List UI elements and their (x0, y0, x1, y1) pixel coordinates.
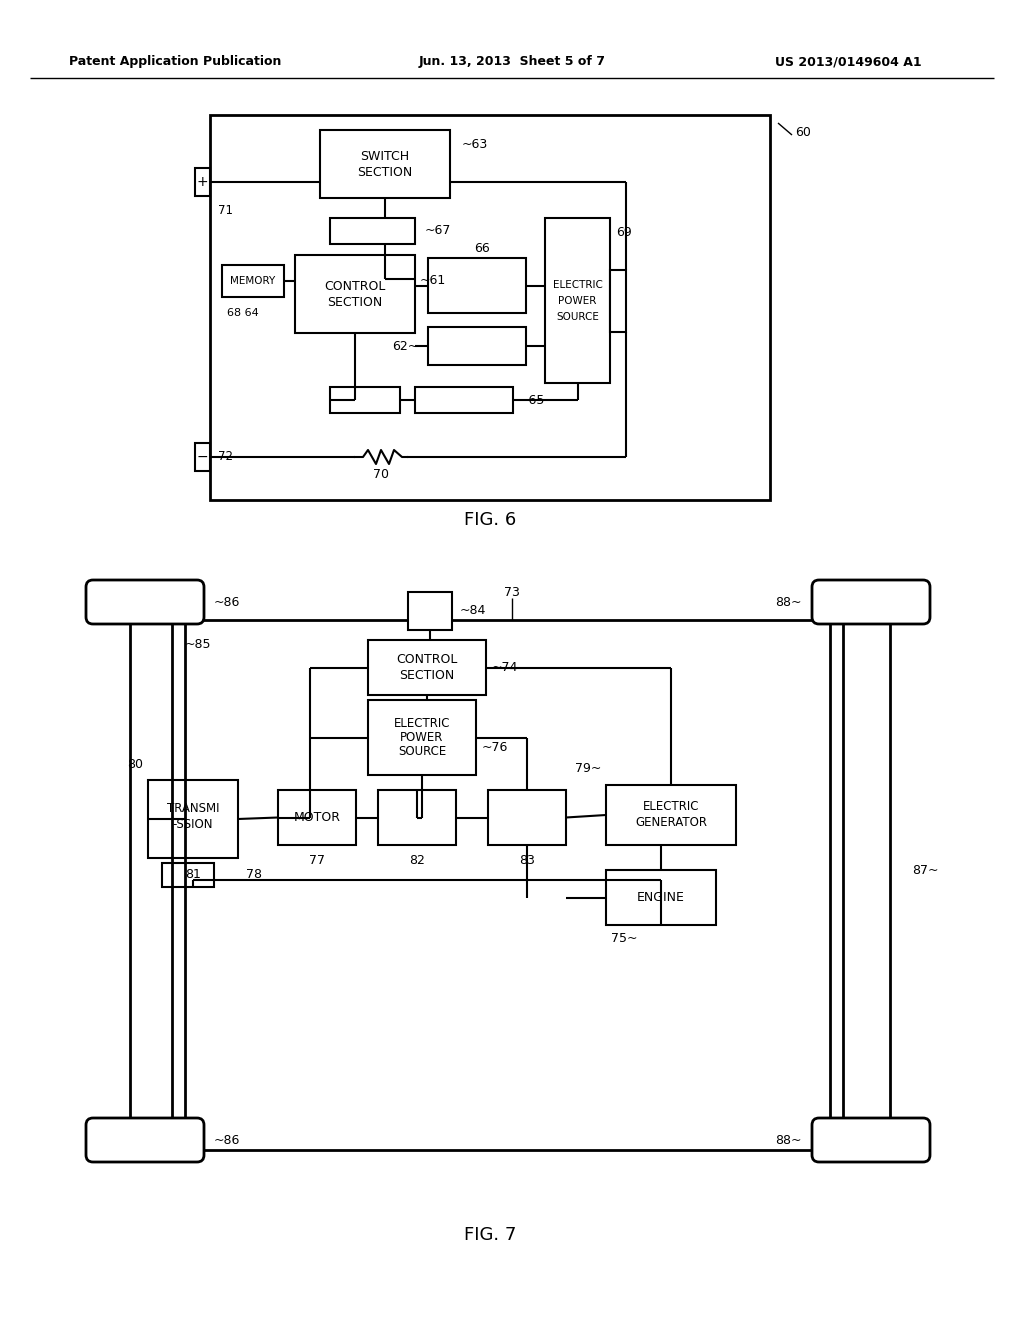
Text: 73: 73 (504, 586, 520, 598)
Text: 83: 83 (519, 854, 535, 866)
Text: ~67: ~67 (425, 224, 452, 238)
Text: -SSION: -SSION (173, 818, 213, 832)
Text: ELECTRIC: ELECTRIC (394, 717, 451, 730)
Bar (210, 115, 770, 500)
Text: 66: 66 (474, 242, 489, 255)
Text: 75~: 75~ (611, 932, 638, 945)
Text: FIG. 6: FIG. 6 (464, 511, 516, 529)
Text: ~86: ~86 (214, 595, 241, 609)
FancyBboxPatch shape (86, 579, 204, 624)
FancyBboxPatch shape (812, 579, 930, 624)
Text: CONTROL: CONTROL (396, 653, 458, 667)
Text: ~65: ~65 (519, 393, 546, 407)
Text: SECTION: SECTION (357, 165, 413, 178)
Text: Patent Application Publication: Patent Application Publication (69, 55, 282, 69)
Text: CONTROL: CONTROL (325, 280, 386, 293)
Text: SOURCE: SOURCE (398, 744, 446, 758)
Text: ~85: ~85 (185, 639, 212, 652)
Text: ELECTRIC: ELECTRIC (553, 280, 602, 289)
Bar (606, 870, 716, 925)
Text: ~76: ~76 (482, 741, 508, 754)
Bar (148, 780, 238, 858)
Text: ELECTRIC: ELECTRIC (643, 800, 699, 813)
Text: GENERATOR: GENERATOR (635, 817, 707, 829)
Text: 72: 72 (218, 450, 233, 463)
Text: MOTOR: MOTOR (294, 810, 341, 824)
Text: SWITCH: SWITCH (360, 149, 410, 162)
Bar (195, 444, 210, 471)
Text: ENGINE: ENGINE (637, 891, 685, 904)
Text: 77: 77 (309, 854, 325, 866)
Text: +: + (197, 176, 208, 189)
Bar (606, 785, 736, 845)
Text: 78: 78 (246, 867, 262, 880)
Text: 88~: 88~ (775, 595, 802, 609)
Text: US 2013/0149604 A1: US 2013/0149604 A1 (775, 55, 922, 69)
Bar (415, 387, 513, 413)
FancyBboxPatch shape (86, 1118, 204, 1162)
Text: 87~: 87~ (912, 863, 939, 876)
Text: 79~: 79~ (574, 763, 601, 776)
Text: SOURCE: SOURCE (556, 312, 599, 322)
Bar (368, 640, 486, 696)
Text: 88~: 88~ (775, 1134, 802, 1147)
Text: ~74: ~74 (492, 661, 518, 675)
Bar (330, 218, 415, 244)
Text: POWER: POWER (400, 731, 443, 744)
Bar (330, 387, 400, 413)
Text: 71: 71 (218, 203, 233, 216)
Text: 81: 81 (185, 867, 201, 880)
Bar (130, 620, 890, 1150)
Text: −: − (197, 450, 208, 465)
Bar (162, 863, 214, 887)
Text: POWER: POWER (558, 296, 597, 305)
Bar (428, 327, 526, 366)
Text: ~84: ~84 (460, 605, 486, 618)
Bar (368, 700, 476, 775)
Text: 82: 82 (409, 854, 425, 866)
Text: Jun. 13, 2013  Sheet 5 of 7: Jun. 13, 2013 Sheet 5 of 7 (419, 55, 605, 69)
Bar (545, 218, 610, 383)
Bar (610, 271, 626, 333)
Bar (319, 129, 450, 198)
Text: ~61: ~61 (420, 273, 446, 286)
Text: TRANSMI: TRANSMI (167, 803, 219, 816)
Text: SECTION: SECTION (399, 669, 455, 682)
Bar (408, 591, 452, 630)
Bar (428, 257, 526, 313)
Bar (278, 789, 356, 845)
Text: ~63: ~63 (462, 137, 488, 150)
Bar (488, 789, 566, 845)
Text: 60: 60 (795, 127, 811, 140)
Text: 68 64: 68 64 (227, 308, 259, 318)
Text: 80: 80 (127, 758, 143, 771)
Text: FIG. 7: FIG. 7 (464, 1226, 516, 1243)
Text: SECTION: SECTION (328, 296, 383, 309)
Bar (222, 265, 284, 297)
Bar (195, 168, 210, 195)
Bar (378, 789, 456, 845)
Text: MEMORY: MEMORY (230, 276, 275, 286)
Text: 70: 70 (373, 469, 389, 482)
Text: 62~: 62~ (392, 339, 418, 352)
Text: 69: 69 (616, 226, 632, 239)
Text: ~86: ~86 (214, 1134, 241, 1147)
Bar (295, 255, 415, 333)
FancyBboxPatch shape (812, 1118, 930, 1162)
